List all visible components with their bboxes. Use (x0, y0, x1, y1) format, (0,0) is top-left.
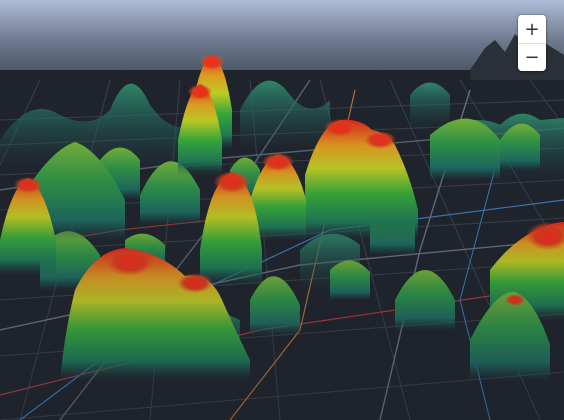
plus-icon: + (524, 18, 540, 40)
zoom-control: + − (518, 15, 546, 71)
minus-icon: − (524, 47, 540, 68)
zoom-in-button[interactable]: + (518, 15, 546, 43)
zoom-out-button[interactable]: − (518, 43, 546, 71)
